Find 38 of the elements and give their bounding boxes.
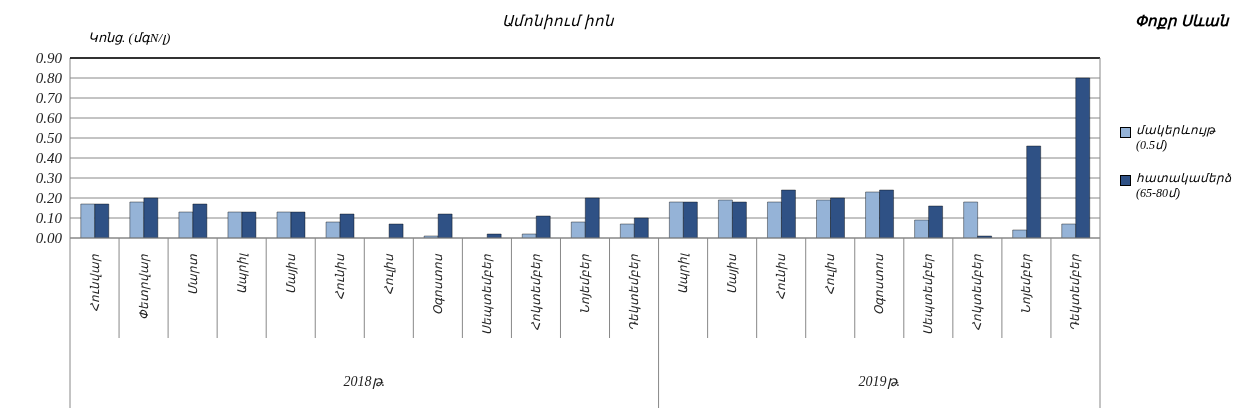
x-tick-label: Սեպտեմբեր [921, 254, 936, 335]
x-tick-label: Դեկտեմբեր [627, 254, 642, 331]
x-tick-label: Հուլիս [823, 253, 838, 295]
chart-title: Ամոնիում իոն [501, 12, 615, 30]
y-tick-label: 0.30 [35, 170, 63, 187]
text: 2019թ. [858, 374, 901, 389]
x-tick-label: Հունիս [332, 253, 347, 300]
x-tick-label: Օգոստոս [872, 253, 887, 315]
x-tick-label: Փետրվար [136, 254, 151, 320]
x-tick-label: Օգոստոս [430, 253, 445, 315]
legend-label: մակերևույթ (0.5մ) [1136, 123, 1217, 153]
x-tick-label: Մայիս [725, 253, 740, 294]
x-tick-label: Հոկտեմբեր [970, 254, 985, 331]
x-tick-label: Դեկտեմբեր [1068, 254, 1083, 331]
y-axis-title: Կոնց. (մգN/լ) [88, 30, 171, 46]
text: Փոքր Սևան [1134, 12, 1231, 30]
y-tick-label: 0.80 [35, 70, 63, 87]
x-tick-label: Նոյեմբեր [1019, 254, 1034, 314]
x-tick-label: Հոկտեմբեր [528, 254, 543, 331]
x-tick-label: Հունվար [87, 254, 102, 312]
y-tick-label: 0.60 [35, 110, 63, 127]
y-tick-label: 0.90 [35, 50, 63, 67]
y-tick-label: 0.50 [35, 130, 63, 147]
x-tick-label: Նոյեմբեր [578, 254, 592, 314]
x-tick-label: Հունիս [774, 253, 789, 300]
legend-label: հատակամերձ (65-80մ) [1136, 171, 1232, 201]
y-tick-label: 0.40 [35, 150, 63, 167]
y-tick-label: 0.70 [35, 90, 63, 107]
x-tick-label: Մարտ [185, 253, 200, 295]
y-tick-label: 0.20 [35, 190, 63, 207]
y-tick-label: 0.10 [35, 210, 63, 227]
x-tick-label: Հուլիս [381, 253, 396, 295]
x-tick-label: Ապրիլ [676, 253, 691, 294]
text: 2018թ. [343, 374, 386, 389]
x-tick-label: Ապրիլ [234, 253, 249, 294]
x-tick-label: Սեպտեմբեր [479, 254, 494, 335]
y-tick-label: 0.00 [35, 230, 63, 247]
x-tick-label: Մայիս [283, 253, 298, 294]
